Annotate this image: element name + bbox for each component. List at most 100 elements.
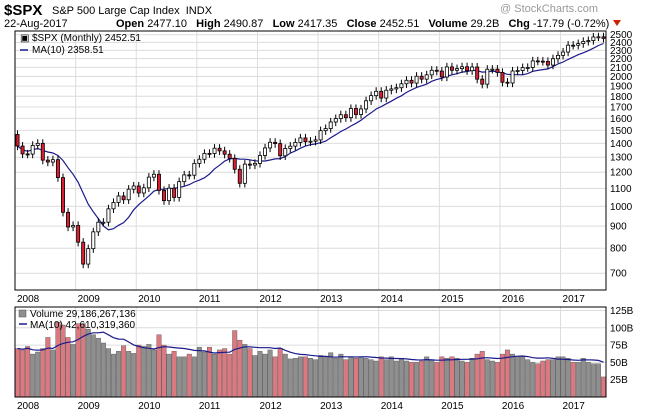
volume-bar: [15, 348, 20, 398]
volume-bar: [550, 359, 556, 398]
volume-bar: [116, 351, 122, 398]
volume-x-tick-label: 2015: [441, 401, 464, 412]
volume-bar: [570, 362, 576, 398]
candle-body: [192, 162, 197, 176]
volume-bar: [302, 356, 308, 398]
candle-body: [273, 141, 278, 145]
candle-body: [141, 187, 146, 194]
volume-bar: [530, 362, 536, 398]
volume-bar: [499, 353, 505, 398]
candle-body: [424, 74, 429, 80]
open-value: 2477.10: [147, 18, 187, 30]
candle-body: [227, 153, 232, 159]
price-x-tick-label: 2015: [441, 294, 464, 305]
price-plot-border: [14, 30, 607, 291]
candle-body: [61, 177, 65, 213]
volume-bar: [378, 356, 384, 398]
volume-bar: [464, 362, 470, 398]
price-tick-label: 1500: [610, 126, 633, 137]
volume-bar: [70, 344, 76, 398]
open-label: Open: [116, 18, 145, 30]
volume-x-tick-label: 2009: [78, 401, 101, 412]
candle-body: [263, 147, 268, 156]
candle-body: [252, 162, 257, 166]
volume-bar: [201, 351, 207, 398]
volume-label: Volume: [428, 18, 468, 30]
volume-bar: [186, 353, 192, 398]
volume-bar: [267, 349, 273, 398]
candle-body: [268, 141, 273, 149]
volume-bar: [25, 346, 31, 398]
volume-bar: [272, 356, 278, 398]
high-label: High: [196, 18, 221, 30]
price-x-tick-label: 2010: [138, 294, 161, 305]
volume-bar: [212, 353, 217, 398]
price-tick-label: 1000: [610, 202, 633, 213]
candle-body: [182, 174, 187, 183]
candle-body: [581, 41, 586, 45]
volume-x-tick-label: 2016: [502, 401, 525, 412]
volume-bar: [525, 359, 531, 398]
price-x-tick-label: 2014: [381, 294, 404, 305]
price-tick-label: 1100: [610, 184, 632, 195]
volume-bar: [398, 358, 404, 398]
candle-body: [96, 221, 101, 233]
volume-bar: [292, 358, 298, 398]
candle-body: [247, 163, 252, 166]
candle-body: [409, 79, 414, 84]
volume-bar: [454, 358, 460, 398]
volume-bar: [252, 355, 258, 398]
volume-tick-label: 125B: [610, 306, 634, 317]
volume-bar: [343, 359, 349, 398]
candle-body: [162, 190, 166, 202]
volume-bar: [545, 359, 551, 398]
volume-bar: [217, 349, 223, 398]
volume-bar: [40, 348, 46, 398]
price-legend-candle-icon: ▣: [20, 33, 29, 44]
candle-body: [384, 89, 389, 99]
candle-body: [167, 187, 172, 202]
volume-bar: [121, 345, 127, 398]
volume-bar: [565, 358, 571, 398]
candle-body: [76, 225, 81, 243]
price-tick-label: 1900: [610, 82, 633, 93]
candle-body: [586, 40, 591, 42]
volume-x-tick-label: 2017: [563, 401, 586, 412]
volume-bar: [181, 356, 187, 398]
volume-bar: [247, 348, 253, 398]
volume-bar: [131, 353, 137, 398]
volume-bar: [287, 358, 293, 398]
candle-body: [283, 148, 288, 157]
candle-body: [369, 95, 374, 102]
candle-body: [131, 185, 136, 190]
candle-body: [101, 221, 106, 224]
volume-bar: [262, 353, 268, 398]
candle-body: [328, 121, 333, 129]
price-tick-label: 1300: [610, 153, 633, 164]
volume-bar: [555, 356, 561, 398]
price-x-tick-label: 2017: [563, 294, 586, 305]
candle-body: [151, 173, 156, 178]
volume-bar: [65, 337, 71, 398]
candle-body: [505, 81, 510, 84]
volume-bar: [459, 360, 465, 398]
candle-body: [15, 134, 20, 147]
candle-body: [576, 43, 581, 46]
volume-bar: [191, 356, 197, 398]
exchange-label: INDX: [185, 5, 213, 17]
volume-bar: [439, 356, 445, 398]
candle-body: [404, 79, 409, 85]
chg-value: -17.79 (-0.72%): [532, 18, 610, 30]
candle-body: [197, 158, 202, 164]
candle-body: [86, 248, 91, 265]
volume-bar: [353, 358, 359, 398]
volume-bar: [434, 362, 440, 398]
watermark: @ StockCharts.com: [500, 3, 598, 15]
price-x-tick-label: 2016: [502, 294, 525, 305]
volume-bar: [595, 363, 601, 398]
volume-bar: [45, 337, 51, 398]
candle-body: [444, 66, 449, 78]
volume-bar: [277, 348, 283, 398]
candle-body: [359, 108, 363, 115]
volume-bar: [55, 322, 61, 398]
